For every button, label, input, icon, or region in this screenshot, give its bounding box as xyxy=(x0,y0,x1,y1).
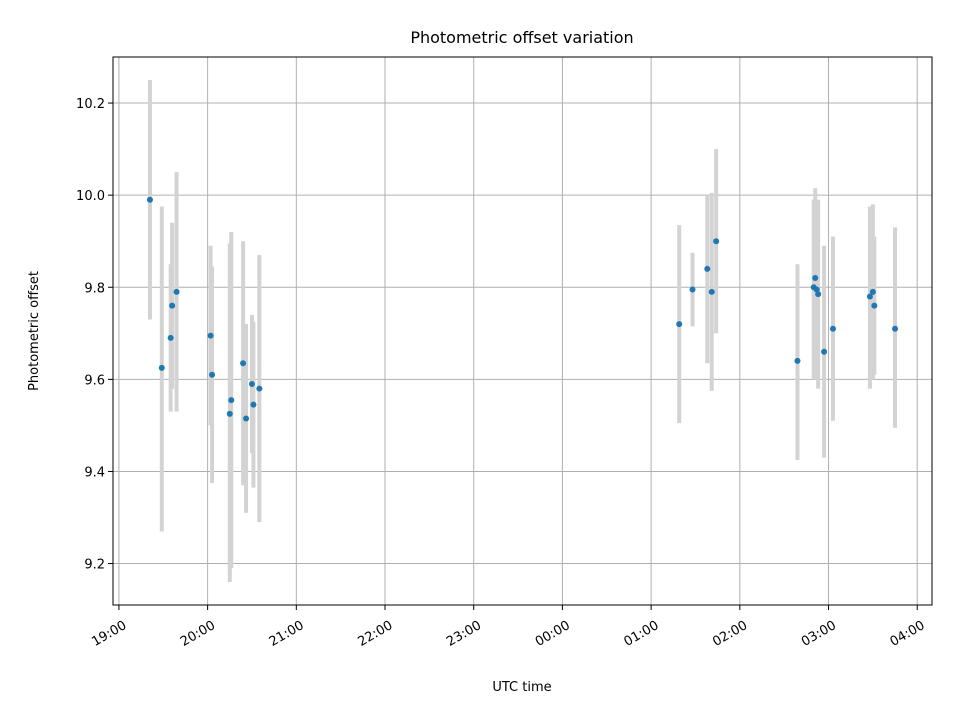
data-point-10 xyxy=(243,415,250,422)
data-point-27 xyxy=(869,288,876,295)
data-point-13 xyxy=(256,385,263,392)
data-point-15 xyxy=(689,286,696,293)
y-tick-label-4: 10.0 xyxy=(76,189,105,204)
y-axis-label: Photometric offset xyxy=(27,271,42,391)
data-point-21 xyxy=(812,275,819,282)
data-point-14 xyxy=(676,321,683,328)
data-point-12 xyxy=(250,401,257,408)
chart-title: Photometric offset variation xyxy=(410,28,633,47)
data-points xyxy=(146,196,899,422)
data-point-6 xyxy=(209,371,216,378)
y-axis-ticks: 9.2 9.4 9.6 9.8 10.0 10.2 xyxy=(76,97,113,573)
data-point-5 xyxy=(207,332,214,339)
data-point-23 xyxy=(815,291,822,298)
data-point-0 xyxy=(146,196,153,203)
grid-lines xyxy=(113,57,932,605)
data-point-29 xyxy=(892,325,899,332)
data-point-7 xyxy=(226,410,233,417)
y-tick-label-2: 9.6 xyxy=(84,373,105,388)
x-axis-label: UTC time xyxy=(492,680,551,695)
data-point-16 xyxy=(704,265,711,272)
y-tick-label-3: 9.8 xyxy=(84,281,105,296)
data-point-19 xyxy=(794,357,801,364)
data-point-8 xyxy=(228,397,235,404)
y-tick-label-1: 9.4 xyxy=(84,465,105,480)
y-tick-label-5: 10.2 xyxy=(76,97,105,112)
data-point-28 xyxy=(871,302,878,309)
y-tick-label-0: 9.2 xyxy=(84,558,105,573)
data-point-1 xyxy=(158,364,165,371)
data-point-9 xyxy=(240,360,247,367)
data-point-4 xyxy=(173,288,180,295)
data-point-11 xyxy=(248,380,255,387)
data-point-22 xyxy=(813,286,820,293)
data-point-25 xyxy=(829,325,836,332)
data-point-18 xyxy=(713,238,720,245)
data-point-26 xyxy=(866,293,873,300)
data-point-3 xyxy=(169,302,176,309)
data-point-2 xyxy=(167,334,174,341)
plot-frame xyxy=(112,56,933,606)
data-point-17 xyxy=(708,288,715,295)
data-point-24 xyxy=(821,348,828,355)
